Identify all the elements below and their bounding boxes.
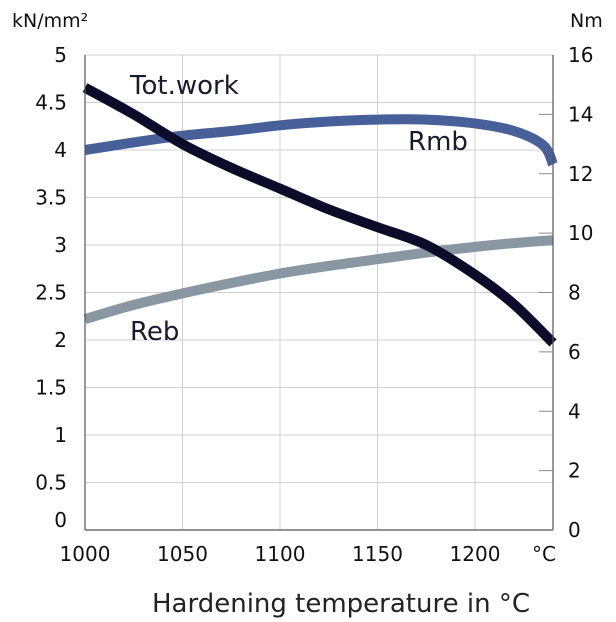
x-tick-label: 1000 <box>60 542 111 566</box>
y-left-tick-label: 0 <box>54 508 67 532</box>
y-right-tick-label: 4 <box>568 399 581 423</box>
y-right-tick-label: 0 <box>568 518 581 542</box>
y-left-tick-label: 0.5 <box>35 471 67 495</box>
y-right-tick-label: 14 <box>568 102 593 126</box>
labels: kN/mm² Nm °C Hardening temperature in °C… <box>12 10 603 619</box>
y-right-tick-label: 6 <box>568 340 581 364</box>
y-right-tick-label: 12 <box>568 162 593 186</box>
series-line-tot-work <box>82 83 557 347</box>
series-label-reb: Reb <box>130 317 179 347</box>
y-right-tick-label: 10 <box>568 221 593 245</box>
y-right-tick-label: 8 <box>568 281 581 305</box>
axes: 0 0.5 1 1.5 2 2.5 3 3.5 4 4.5 5 0 2 4 6 8 10 12 14 16 1000 10… <box>35 43 593 566</box>
x-axis-label: Hardening temperature in °C <box>152 589 530 619</box>
y-left-tick-label: 3 <box>54 233 67 257</box>
series-lines <box>82 83 558 347</box>
y-left-tick-label: 1 <box>54 423 67 447</box>
series-line-reb <box>83 235 554 324</box>
x-unit: °C <box>532 542 556 566</box>
y-left-tick-label: 2 <box>54 328 67 352</box>
series-label-rmb: Rmb <box>408 127 468 157</box>
x-tick-label: 1100 <box>255 542 306 566</box>
y-left-tick-label: 5 <box>54 43 67 67</box>
y-right-unit: Nm <box>570 10 603 32</box>
y-right-tick-label: 16 <box>568 43 593 67</box>
y-left-tick-label: 4.5 <box>35 91 67 115</box>
y-left-tick-label: 3.5 <box>35 186 67 210</box>
x-tick-label: 1050 <box>157 542 208 566</box>
series-label-tot-work: Tot.work <box>129 71 239 101</box>
y-left-tick-label: 2.5 <box>35 281 67 305</box>
y-left-tick-label: 4 <box>54 138 67 162</box>
y-left-tick-label: 1.5 <box>35 376 67 400</box>
y-right-tick-label: 2 <box>568 459 581 483</box>
y-left-unit: kN/mm² <box>12 10 88 32</box>
x-tick-label: 1150 <box>352 542 403 566</box>
x-tick-label: 1200 <box>450 542 501 566</box>
